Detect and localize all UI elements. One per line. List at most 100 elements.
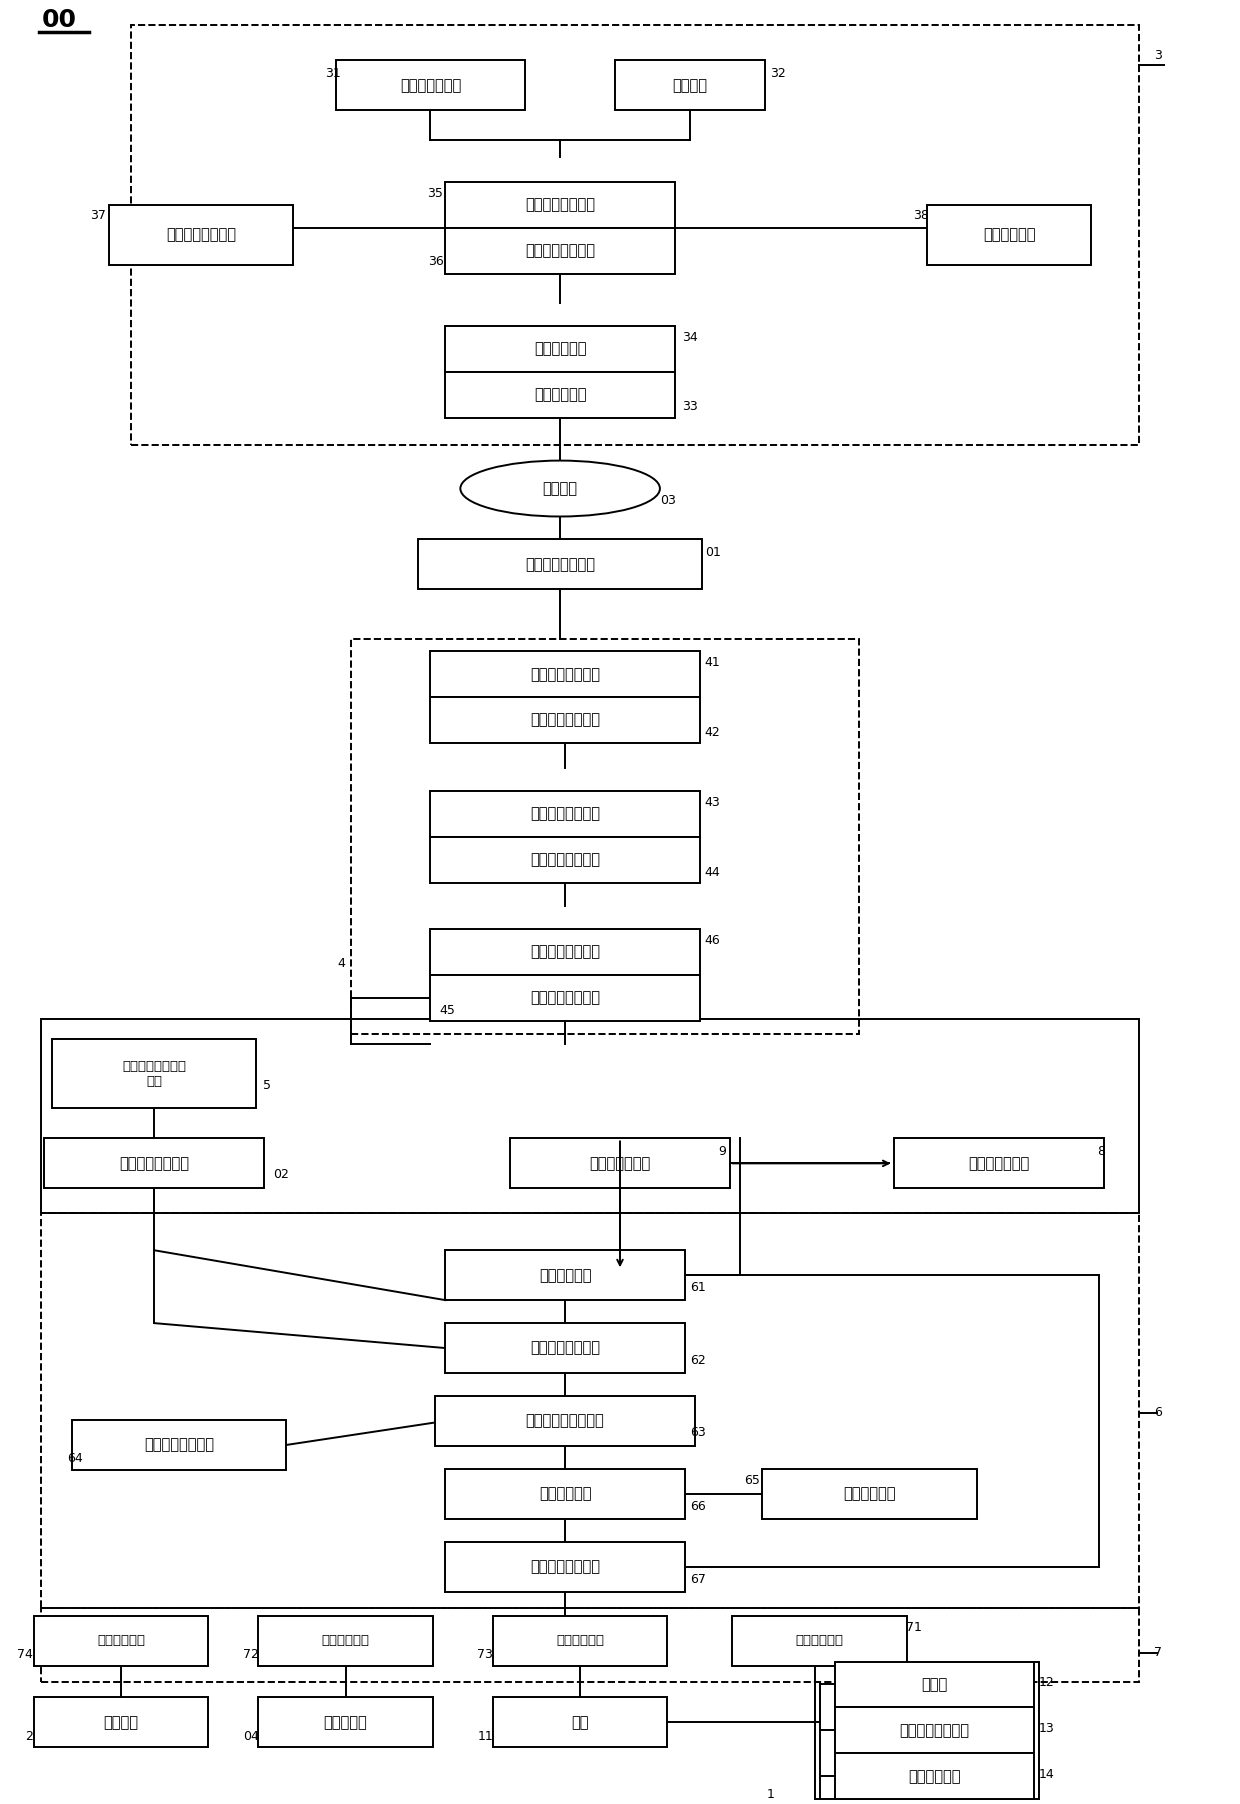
- Text: 5: 5: [263, 1079, 270, 1091]
- FancyBboxPatch shape: [492, 1616, 667, 1665]
- Text: 定位单元: 定位单元: [672, 78, 707, 92]
- Text: 71: 71: [906, 1622, 923, 1634]
- Text: 显示器: 显示器: [921, 1678, 947, 1692]
- Text: 信息转送单元: 信息转送单元: [321, 1634, 370, 1647]
- FancyBboxPatch shape: [445, 1250, 684, 1301]
- Text: 无线发射单元: 无线发射单元: [534, 388, 587, 402]
- Text: 04: 04: [243, 1730, 259, 1743]
- Text: 7: 7: [1153, 1645, 1162, 1660]
- FancyBboxPatch shape: [763, 1468, 977, 1519]
- Text: 72: 72: [243, 1649, 259, 1661]
- Text: 第一信息压缩单元: 第一信息压缩单元: [525, 197, 595, 213]
- Text: 第三信息接收单元: 第三信息接收单元: [144, 1438, 215, 1452]
- FancyBboxPatch shape: [445, 227, 675, 274]
- Text: 第二语音告警装置: 第二语音告警装置: [899, 1723, 970, 1737]
- Text: 维护工作站: 维护工作站: [324, 1716, 367, 1730]
- Text: 主机: 主机: [572, 1716, 589, 1730]
- Text: 操作显示终端: 操作显示终端: [983, 227, 1035, 242]
- Text: 第二安全防护设备: 第二安全防护设备: [119, 1156, 188, 1171]
- Text: 38: 38: [914, 209, 929, 222]
- FancyBboxPatch shape: [615, 60, 765, 110]
- Text: 灯光告警装置: 灯光告警装置: [908, 1768, 961, 1784]
- FancyBboxPatch shape: [492, 1698, 667, 1748]
- Text: 第二信息解压单元: 第二信息解压单元: [531, 853, 600, 868]
- Text: 电网运行采集单元: 电网运行采集单元: [531, 1340, 600, 1355]
- FancyBboxPatch shape: [430, 929, 699, 974]
- Text: 1: 1: [766, 1788, 775, 1800]
- FancyBboxPatch shape: [445, 372, 675, 419]
- Text: 37: 37: [91, 209, 107, 222]
- Text: 32: 32: [770, 67, 785, 79]
- Text: 33: 33: [682, 400, 698, 413]
- Text: 67: 67: [689, 1573, 706, 1586]
- FancyBboxPatch shape: [33, 1616, 208, 1665]
- Text: 14: 14: [1039, 1768, 1055, 1781]
- FancyBboxPatch shape: [430, 696, 699, 743]
- Text: 第二信息发送单元: 第二信息发送单元: [531, 713, 600, 727]
- FancyBboxPatch shape: [445, 1322, 684, 1373]
- FancyBboxPatch shape: [418, 539, 702, 590]
- Text: 通讯装置: 通讯装置: [104, 1716, 139, 1730]
- FancyBboxPatch shape: [835, 1707, 1034, 1753]
- Text: 03: 03: [660, 494, 676, 507]
- Text: 第二信息发送单元: 第二信息发送单元: [531, 990, 600, 1005]
- Text: 第一安全防护设备: 第一安全防护设备: [525, 557, 595, 572]
- Text: 第二信息压缩单元: 第二信息压缩单元: [531, 806, 600, 821]
- Text: 无线网络: 无线网络: [543, 482, 578, 496]
- Ellipse shape: [460, 460, 660, 516]
- FancyBboxPatch shape: [430, 974, 699, 1021]
- Text: 74: 74: [17, 1649, 33, 1661]
- Text: 34: 34: [682, 332, 698, 345]
- Text: 智能地图单元: 智能地图单元: [843, 1486, 895, 1501]
- Text: 4: 4: [337, 958, 346, 971]
- Text: 任务输入单元: 任务输入单元: [796, 1634, 843, 1647]
- Text: 46: 46: [704, 934, 720, 947]
- Text: 智能告警单元: 智能告警单元: [556, 1634, 604, 1647]
- Text: 45: 45: [439, 1005, 455, 1017]
- Text: 64: 64: [67, 1452, 83, 1465]
- Text: 第一语音告警装置: 第一语音告警装置: [166, 227, 236, 242]
- FancyBboxPatch shape: [336, 60, 526, 110]
- Text: 第三信息发送单元: 第三信息发送单元: [531, 1559, 600, 1575]
- Text: 8: 8: [1097, 1146, 1105, 1158]
- FancyBboxPatch shape: [52, 1039, 257, 1108]
- Text: 9: 9: [718, 1146, 725, 1158]
- Text: 数据存储服务器: 数据存储服务器: [968, 1156, 1029, 1171]
- FancyBboxPatch shape: [109, 206, 293, 265]
- Text: 智能分析单元: 智能分析单元: [539, 1486, 591, 1501]
- FancyBboxPatch shape: [445, 327, 675, 372]
- Text: 61: 61: [689, 1281, 706, 1293]
- Text: 35: 35: [428, 186, 444, 200]
- Text: 2: 2: [26, 1730, 33, 1743]
- FancyBboxPatch shape: [33, 1698, 208, 1748]
- Text: 62: 62: [689, 1353, 706, 1367]
- Text: 第一信息解压单元: 第一信息解压单元: [525, 244, 595, 258]
- Text: 音视频拍摄单元: 音视频拍摄单元: [399, 78, 461, 92]
- Text: 第二信息发送单元: 第二信息发送单元: [531, 943, 600, 960]
- FancyBboxPatch shape: [430, 651, 699, 696]
- Text: 调度主站自动化子
系统: 调度主站自动化子 系统: [122, 1059, 186, 1088]
- FancyBboxPatch shape: [258, 1698, 433, 1748]
- Text: 电网操作规则库单元: 电网操作规则库单元: [526, 1413, 604, 1429]
- FancyBboxPatch shape: [445, 1542, 684, 1591]
- Text: 41: 41: [704, 655, 720, 669]
- FancyBboxPatch shape: [258, 1616, 433, 1665]
- FancyBboxPatch shape: [445, 1468, 684, 1519]
- FancyBboxPatch shape: [835, 1753, 1034, 1799]
- Text: 13: 13: [1039, 1721, 1055, 1735]
- FancyBboxPatch shape: [430, 790, 699, 837]
- Text: 44: 44: [704, 866, 720, 879]
- Text: 43: 43: [704, 796, 720, 808]
- Text: 3: 3: [1153, 49, 1162, 61]
- Text: 11: 11: [477, 1730, 494, 1743]
- Text: 36: 36: [428, 256, 444, 269]
- Text: 73: 73: [477, 1649, 494, 1661]
- FancyBboxPatch shape: [510, 1138, 730, 1189]
- FancyBboxPatch shape: [926, 206, 1091, 265]
- Text: 第二信息接收单元: 第二信息接收单元: [531, 667, 600, 682]
- FancyBboxPatch shape: [45, 1138, 264, 1189]
- Text: 31: 31: [325, 67, 341, 79]
- FancyBboxPatch shape: [835, 1661, 1034, 1707]
- Text: 12: 12: [1039, 1676, 1055, 1689]
- Text: 65: 65: [744, 1474, 760, 1486]
